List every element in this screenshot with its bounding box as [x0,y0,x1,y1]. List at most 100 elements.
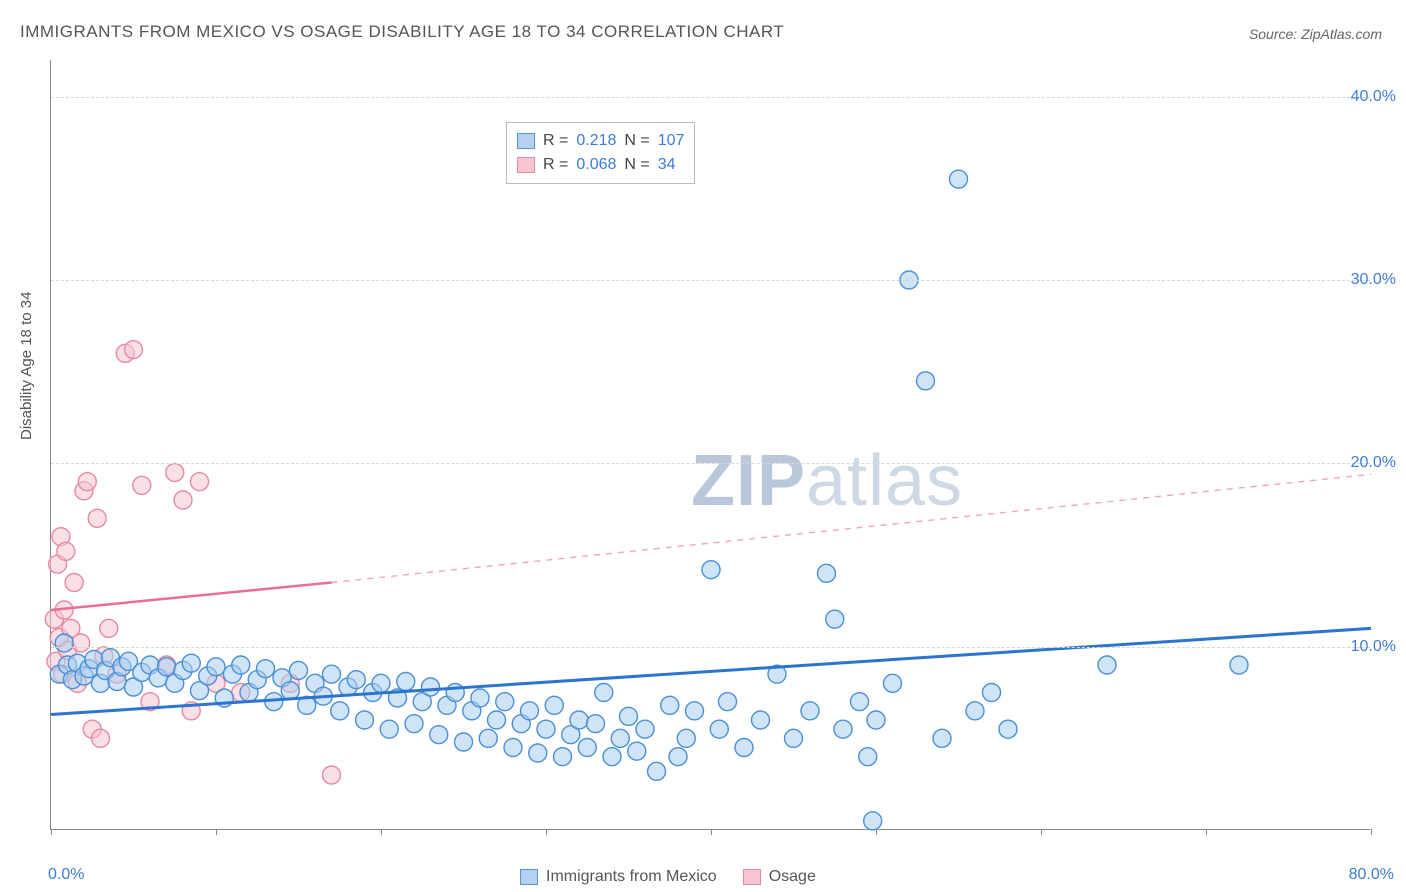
grid-line [51,97,1370,98]
data-point-blue [578,739,596,757]
legend-swatch-pink [517,157,535,173]
data-point-blue [1098,656,1116,674]
data-point-pink [78,473,96,491]
data-point-blue [702,561,720,579]
data-point-blue [719,693,737,711]
data-point-blue [405,715,423,733]
data-point-blue [570,711,588,729]
legend-swatch-blue [520,869,538,885]
plot-area: ZIPatlas R = 0.218 N = 107R = 0.068 N = … [50,60,1370,830]
data-point-pink [92,729,110,747]
data-point-blue [397,673,415,691]
data-point-blue [677,729,695,747]
trend-line-pink-extrapolated [332,474,1372,582]
data-point-blue [281,682,299,700]
data-point-blue [648,762,666,780]
data-point-blue [372,674,390,692]
data-point-blue [488,711,506,729]
data-point-blue [801,702,819,720]
data-point-blue [455,733,473,751]
data-point-blue [380,720,398,738]
data-point-blue [504,739,522,757]
data-point-blue [422,678,440,696]
data-point-blue [933,729,951,747]
data-point-blue [859,748,877,766]
n-label: N = [624,129,649,153]
data-point-pink [65,574,83,592]
y-axis-label: Disability Age 18 to 34 [18,292,35,440]
data-point-blue [636,720,654,738]
data-point-blue [496,693,514,711]
data-point-pink [88,509,106,527]
data-point-pink [100,619,118,637]
data-point-blue [471,689,489,707]
data-point-blue [1230,656,1248,674]
n-value: 107 [658,129,685,153]
chart-source: Source: ZipAtlas.com [1249,26,1382,42]
data-point-blue [158,658,176,676]
grid-line [51,463,1370,464]
stats-row-blue: R = 0.218 N = 107 [517,129,684,153]
x-tick-min: 0.0% [48,866,84,884]
chart-title: IMMIGRANTS FROM MEXICO VS OSAGE DISABILI… [20,22,784,42]
data-point-blue [864,812,882,830]
data-point-blue [999,720,1017,738]
legend-label: Osage [769,868,816,886]
data-point-blue [851,693,869,711]
data-point-blue [628,742,646,760]
grid-line [51,647,1370,648]
data-point-blue [611,729,629,747]
x-tick [51,829,52,835]
x-tick [381,829,382,835]
r-value: 0.068 [576,153,616,177]
data-point-pink [125,341,143,359]
data-point-blue [521,702,539,720]
data-point-blue [669,748,687,766]
data-point-blue [55,634,73,652]
x-tick [216,829,217,835]
data-point-blue [950,170,968,188]
r-value: 0.218 [576,129,616,153]
data-point-blue [537,720,555,738]
y-tick-label: 40.0% [1351,88,1396,106]
legend-item-blue: Immigrants from Mexico [520,868,717,886]
data-point-blue [595,684,613,702]
stats-legend: R = 0.218 N = 107R = 0.068 N = 34 [506,122,695,184]
data-point-blue [290,662,308,680]
data-point-blue [826,610,844,628]
y-tick-label: 20.0% [1351,454,1396,472]
data-point-blue [587,715,605,733]
legend-item-pink: Osage [743,868,816,886]
data-point-blue [257,660,275,678]
stats-row-pink: R = 0.068 N = 34 [517,153,684,177]
data-point-blue [232,656,250,674]
data-point-blue [867,711,885,729]
data-point-blue [966,702,984,720]
data-point-blue [603,748,621,766]
legend-swatch-blue [517,133,535,149]
x-tick [1041,829,1042,835]
data-point-blue [917,372,935,390]
data-point-blue [661,696,679,714]
trend-line-pink [51,583,332,611]
x-tick [1206,829,1207,835]
data-point-blue [686,702,704,720]
data-point-blue [182,654,200,672]
data-point-pink [57,542,75,560]
y-tick-label: 30.0% [1351,271,1396,289]
data-point-blue [752,711,770,729]
data-point-blue [430,726,448,744]
x-tick [876,829,877,835]
trend-line-blue [51,628,1371,714]
bottom-legend: Immigrants from Mexico Osage [520,868,816,886]
data-point-blue [545,696,563,714]
chart-svg [51,60,1370,829]
data-point-blue [710,720,728,738]
data-point-blue [356,711,374,729]
data-point-blue [834,720,852,738]
n-value: 34 [658,153,676,177]
data-point-pink [72,634,90,652]
data-point-blue [554,748,572,766]
r-label: R = [543,153,568,177]
data-point-blue [331,702,349,720]
